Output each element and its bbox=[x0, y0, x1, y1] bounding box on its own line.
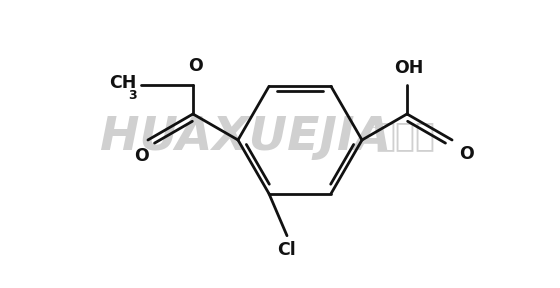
Text: ®: ® bbox=[369, 120, 380, 130]
Text: Cl: Cl bbox=[278, 241, 296, 259]
Text: 化学加: 化学加 bbox=[375, 120, 435, 153]
Text: O: O bbox=[189, 57, 203, 75]
Text: O: O bbox=[134, 147, 150, 165]
Text: O: O bbox=[459, 145, 474, 163]
Text: CH: CH bbox=[110, 74, 137, 92]
Text: OH: OH bbox=[394, 59, 424, 77]
Text: 3: 3 bbox=[128, 89, 137, 103]
Text: HUAXUEJIA: HUAXUEJIA bbox=[100, 115, 391, 160]
